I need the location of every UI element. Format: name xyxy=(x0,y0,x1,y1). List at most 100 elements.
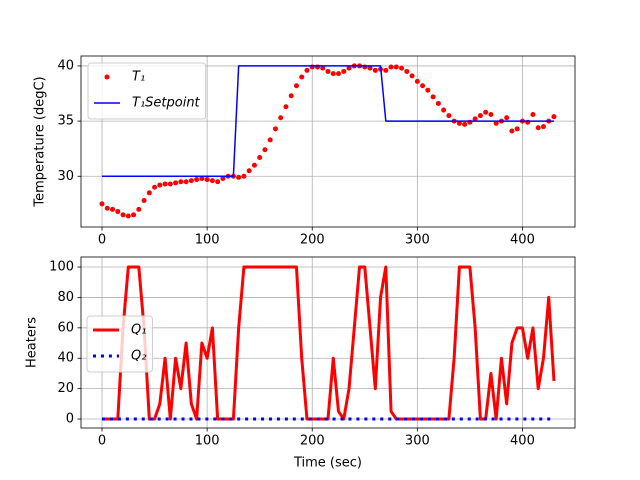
data-point xyxy=(178,179,184,185)
data-point xyxy=(278,115,284,121)
y-tick-label: 20 xyxy=(57,381,74,396)
data-point xyxy=(320,65,326,71)
data-point xyxy=(246,168,252,174)
legend-marker xyxy=(104,74,110,80)
data-point xyxy=(299,74,305,80)
data-point xyxy=(209,178,215,184)
data-point xyxy=(183,179,189,185)
data-point xyxy=(493,120,499,126)
data-point xyxy=(409,73,415,79)
data-point xyxy=(110,206,116,212)
data-point xyxy=(167,181,173,187)
y-tick-label: 0 xyxy=(66,412,74,427)
data-point xyxy=(367,65,373,71)
data-point xyxy=(483,109,489,115)
data-point xyxy=(173,180,179,186)
data-point xyxy=(504,115,510,121)
x-tick-label: 100 xyxy=(195,434,220,449)
x-tick-label: 100 xyxy=(195,233,220,248)
data-point xyxy=(540,124,546,130)
data-point xyxy=(251,162,257,168)
x-tick-label: 400 xyxy=(510,233,535,248)
data-point xyxy=(435,100,441,106)
y-axis-label: Temperature (degC) xyxy=(33,76,48,207)
data-point xyxy=(104,205,110,211)
data-point xyxy=(188,178,194,184)
x-tick-label: 300 xyxy=(405,434,430,449)
data-point xyxy=(441,107,447,113)
data-point xyxy=(456,120,462,126)
x-tick-label: 300 xyxy=(405,233,430,248)
data-point xyxy=(288,93,294,99)
legend-label: T₁Setpoint xyxy=(132,96,201,111)
data-point xyxy=(393,64,399,70)
y-tick-label: 60 xyxy=(57,320,74,335)
legend-label: Q₁ xyxy=(131,323,146,338)
data-point xyxy=(430,94,436,100)
x-tick-label: 200 xyxy=(300,434,325,449)
y-tick-label: 40 xyxy=(57,58,74,73)
data-point xyxy=(551,114,557,120)
data-point xyxy=(420,83,426,89)
data-point xyxy=(257,154,263,160)
data-point xyxy=(472,116,478,122)
plot-frame xyxy=(80,55,576,228)
data-point xyxy=(404,68,410,74)
x-tick-label: 0 xyxy=(98,233,106,248)
data-line xyxy=(102,65,554,177)
y-tick-label: 40 xyxy=(57,351,74,366)
data-point xyxy=(204,177,210,183)
data-point xyxy=(535,125,541,131)
data-point xyxy=(341,68,347,74)
data-point xyxy=(120,212,126,218)
legend-label: T₁ xyxy=(132,70,145,85)
data-point xyxy=(462,121,468,127)
legend-label: Q₂ xyxy=(131,349,146,364)
data-point xyxy=(267,137,273,143)
data-point xyxy=(241,173,247,179)
data-point xyxy=(293,83,299,89)
data-point xyxy=(157,182,163,188)
data-point xyxy=(125,213,131,219)
data-point xyxy=(99,201,105,207)
data-point xyxy=(141,198,147,204)
data-point xyxy=(215,179,221,185)
data-point xyxy=(162,181,168,187)
y-tick-label: 30 xyxy=(57,169,74,184)
y-tick-label: 100 xyxy=(49,260,74,275)
data-point xyxy=(425,87,431,93)
data-point xyxy=(283,104,289,110)
data-point xyxy=(477,113,483,119)
data-point xyxy=(152,184,158,190)
data-point xyxy=(514,126,520,132)
data-point xyxy=(325,68,331,74)
data-point xyxy=(388,64,394,70)
x-axis-label: Time (sec) xyxy=(293,456,362,471)
data-point xyxy=(530,111,536,117)
plot-frame xyxy=(80,256,576,429)
data-point xyxy=(488,111,494,117)
data-point xyxy=(330,71,336,77)
data-point xyxy=(372,67,378,73)
x-tick-label: 400 xyxy=(510,434,535,449)
legend: Q₁ Q₂ xyxy=(86,315,153,373)
y-axis-label: Heaters xyxy=(25,317,40,368)
legend-box xyxy=(87,62,207,120)
data-line xyxy=(102,265,556,421)
y-tick-label: 80 xyxy=(57,290,74,305)
data-point xyxy=(446,113,452,119)
legend: T₁ T₁Setpoint xyxy=(87,62,207,120)
y-tick-label: 35 xyxy=(57,114,74,129)
data-point xyxy=(336,71,342,77)
x-tick-label: 0 xyxy=(98,434,106,449)
data-point xyxy=(262,147,268,153)
x-tick-label: 200 xyxy=(300,233,325,248)
data-point xyxy=(199,175,205,181)
data-point xyxy=(414,78,420,84)
data-point xyxy=(383,67,389,73)
data-point xyxy=(146,190,152,196)
data-point xyxy=(304,67,310,73)
data-point xyxy=(399,65,405,71)
data-point xyxy=(272,126,278,132)
